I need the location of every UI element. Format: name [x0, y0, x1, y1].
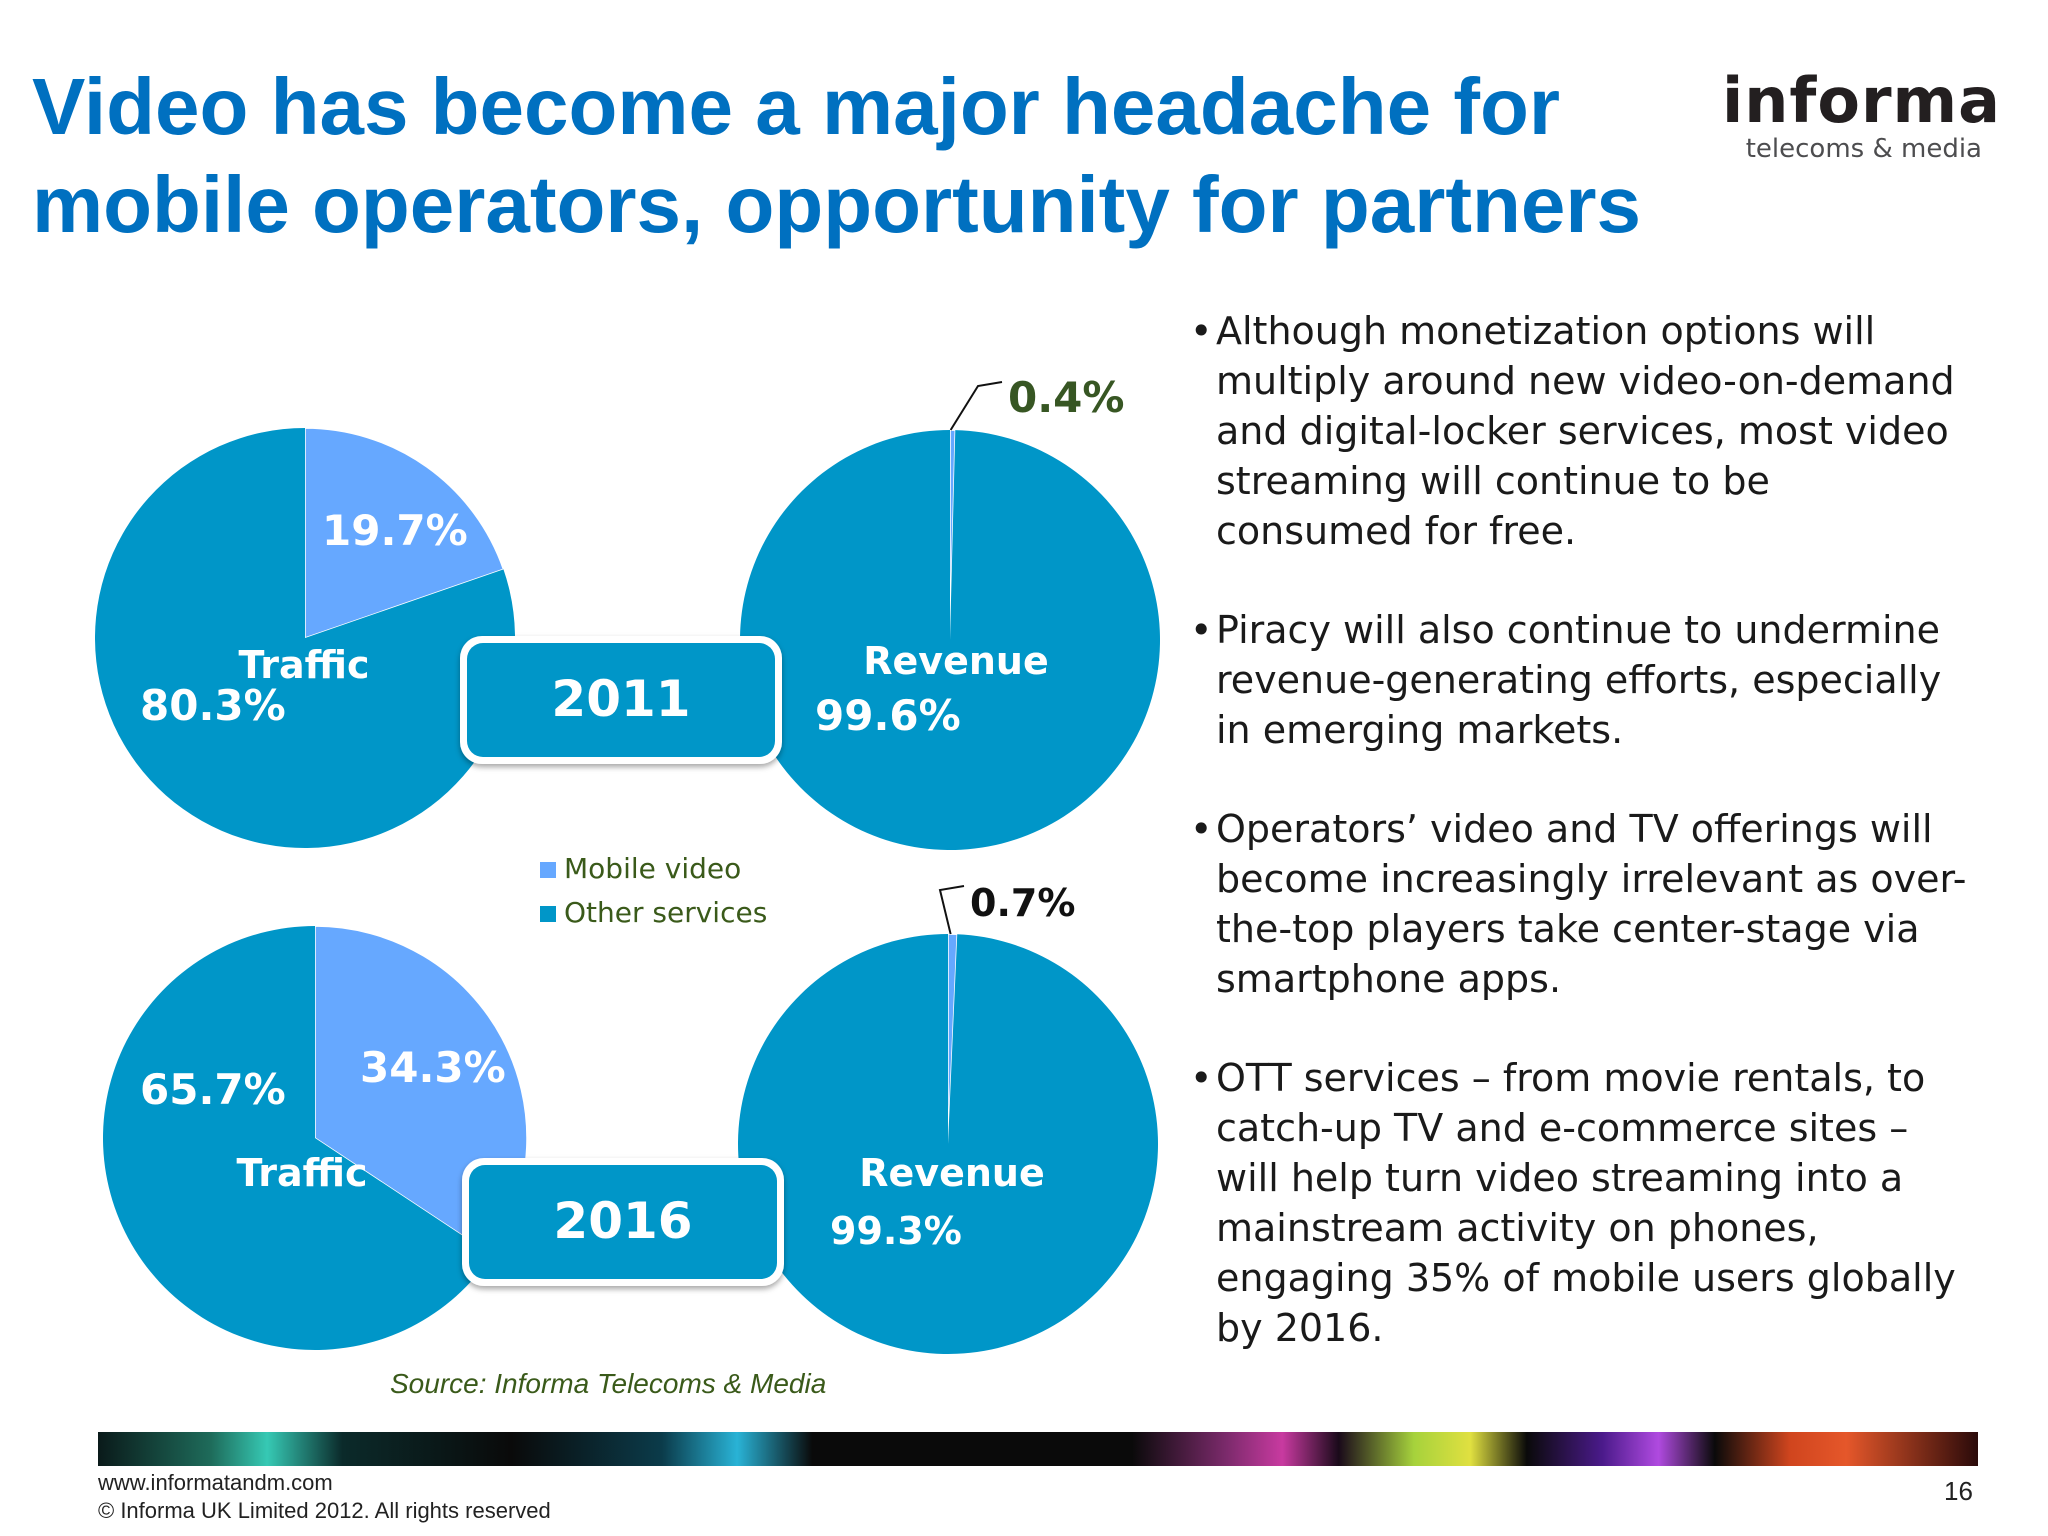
pie-title-label: Traffic — [238, 643, 369, 687]
legend-item: Other services — [540, 896, 767, 929]
footer-copyright: © Informa UK Limited 2012. All rights re… — [98, 1498, 551, 1523]
chart-legend: Mobile video Other services — [540, 852, 767, 929]
pie-chart: 0.4% 99.6% Revenue — [739, 373, 1160, 850]
slice-value-label: 99.6% — [815, 691, 961, 740]
pie-slice — [103, 926, 492, 1350]
pie-chart: 19.7% 80.3%Traffic — [95, 427, 515, 848]
decorative-banner — [98, 1432, 1978, 1466]
informa-logo: informa telecoms & media — [1722, 64, 2001, 165]
year-badge: 2011 — [460, 636, 782, 764]
pie-slice — [949, 429, 957, 641]
legend-swatch — [540, 906, 556, 922]
slice-value-label: 65.7% — [140, 1065, 286, 1114]
legend-item: Mobile video — [540, 852, 741, 885]
year-badge-label: 2011 — [551, 670, 690, 728]
slice-value-label: 0.4% — [1008, 373, 1124, 422]
slide-title: Video has become a major headache for mo… — [32, 62, 1642, 249]
pie-charts: 19.7%80.3%Traffic0.4%99.6%Revenue34.3%65… — [95, 373, 1160, 1355]
page-number: 16 — [1944, 1476, 1973, 1506]
slice-value-label: 34.3% — [360, 1043, 506, 1092]
source-note: Source: Informa Telecoms & Media — [390, 1368, 827, 1399]
bullet-item: • Operators’ video and TV offerings will … — [1190, 807, 1967, 1001]
label-leader-line — [949, 381, 1003, 431]
year-badge: 2016 — [462, 1158, 784, 1286]
bullet-list: • Although monetization options will mult… — [1190, 306, 1970, 1402]
bullet-text: Piracy will also continue to undermine r… — [1216, 608, 1942, 752]
pie-chart: 0.7% 99.3% Revenue — [738, 881, 1159, 1355]
bullet-item: • OTT services – from movie rentals, to c… — [1190, 1056, 1956, 1350]
slice-value-label: 80.3% — [140, 681, 286, 730]
pie-title-label: Traffic — [236, 1151, 367, 1195]
pie-title-label: Revenue — [859, 1151, 1044, 1195]
slice-value-label: 0.7% — [970, 881, 1075, 925]
pie-chart: 34.3% 65.7% Traffic — [103, 925, 528, 1350]
logo-wordmark: informa — [1722, 64, 2001, 137]
pie-slice — [738, 934, 1159, 1355]
bullet-text: Although monetization options will multi… — [1216, 309, 1955, 553]
year-badge-group: 2011 2016 — [460, 636, 784, 1286]
pie-title-label: Revenue — [863, 639, 1048, 683]
pie-slice — [304, 427, 505, 640]
legend-swatch — [540, 862, 556, 878]
slice-value-label: 99.3% — [830, 1209, 962, 1253]
footer-url: www.informatandm.com — [98, 1470, 333, 1495]
bullet-item: • Although monetization options will mult… — [1190, 309, 1955, 553]
legend-label: Mobile video — [564, 852, 741, 885]
legend-label: Other services — [564, 896, 767, 929]
slice-value-label: 19.7% — [322, 506, 468, 555]
pie-slice — [947, 933, 959, 1145]
logo-tagline: telecoms & media — [1745, 134, 1982, 164]
year-badge-label: 2016 — [553, 1192, 692, 1250]
pie-slice — [739, 430, 1160, 850]
pie-group: 19.7%80.3%Traffic0.4%99.6%Revenue34.3%65… — [95, 373, 1160, 1355]
bullet-text: OTT services – from movie rentals, to ca… — [1216, 1056, 1956, 1350]
pie-slice — [95, 428, 515, 848]
label-leader-line — [938, 885, 965, 935]
bullet-item: • Piracy will also continue to undermine … — [1190, 608, 1942, 752]
bullet-text: Operators’ video and TV offerings will b… — [1216, 807, 1967, 1001]
